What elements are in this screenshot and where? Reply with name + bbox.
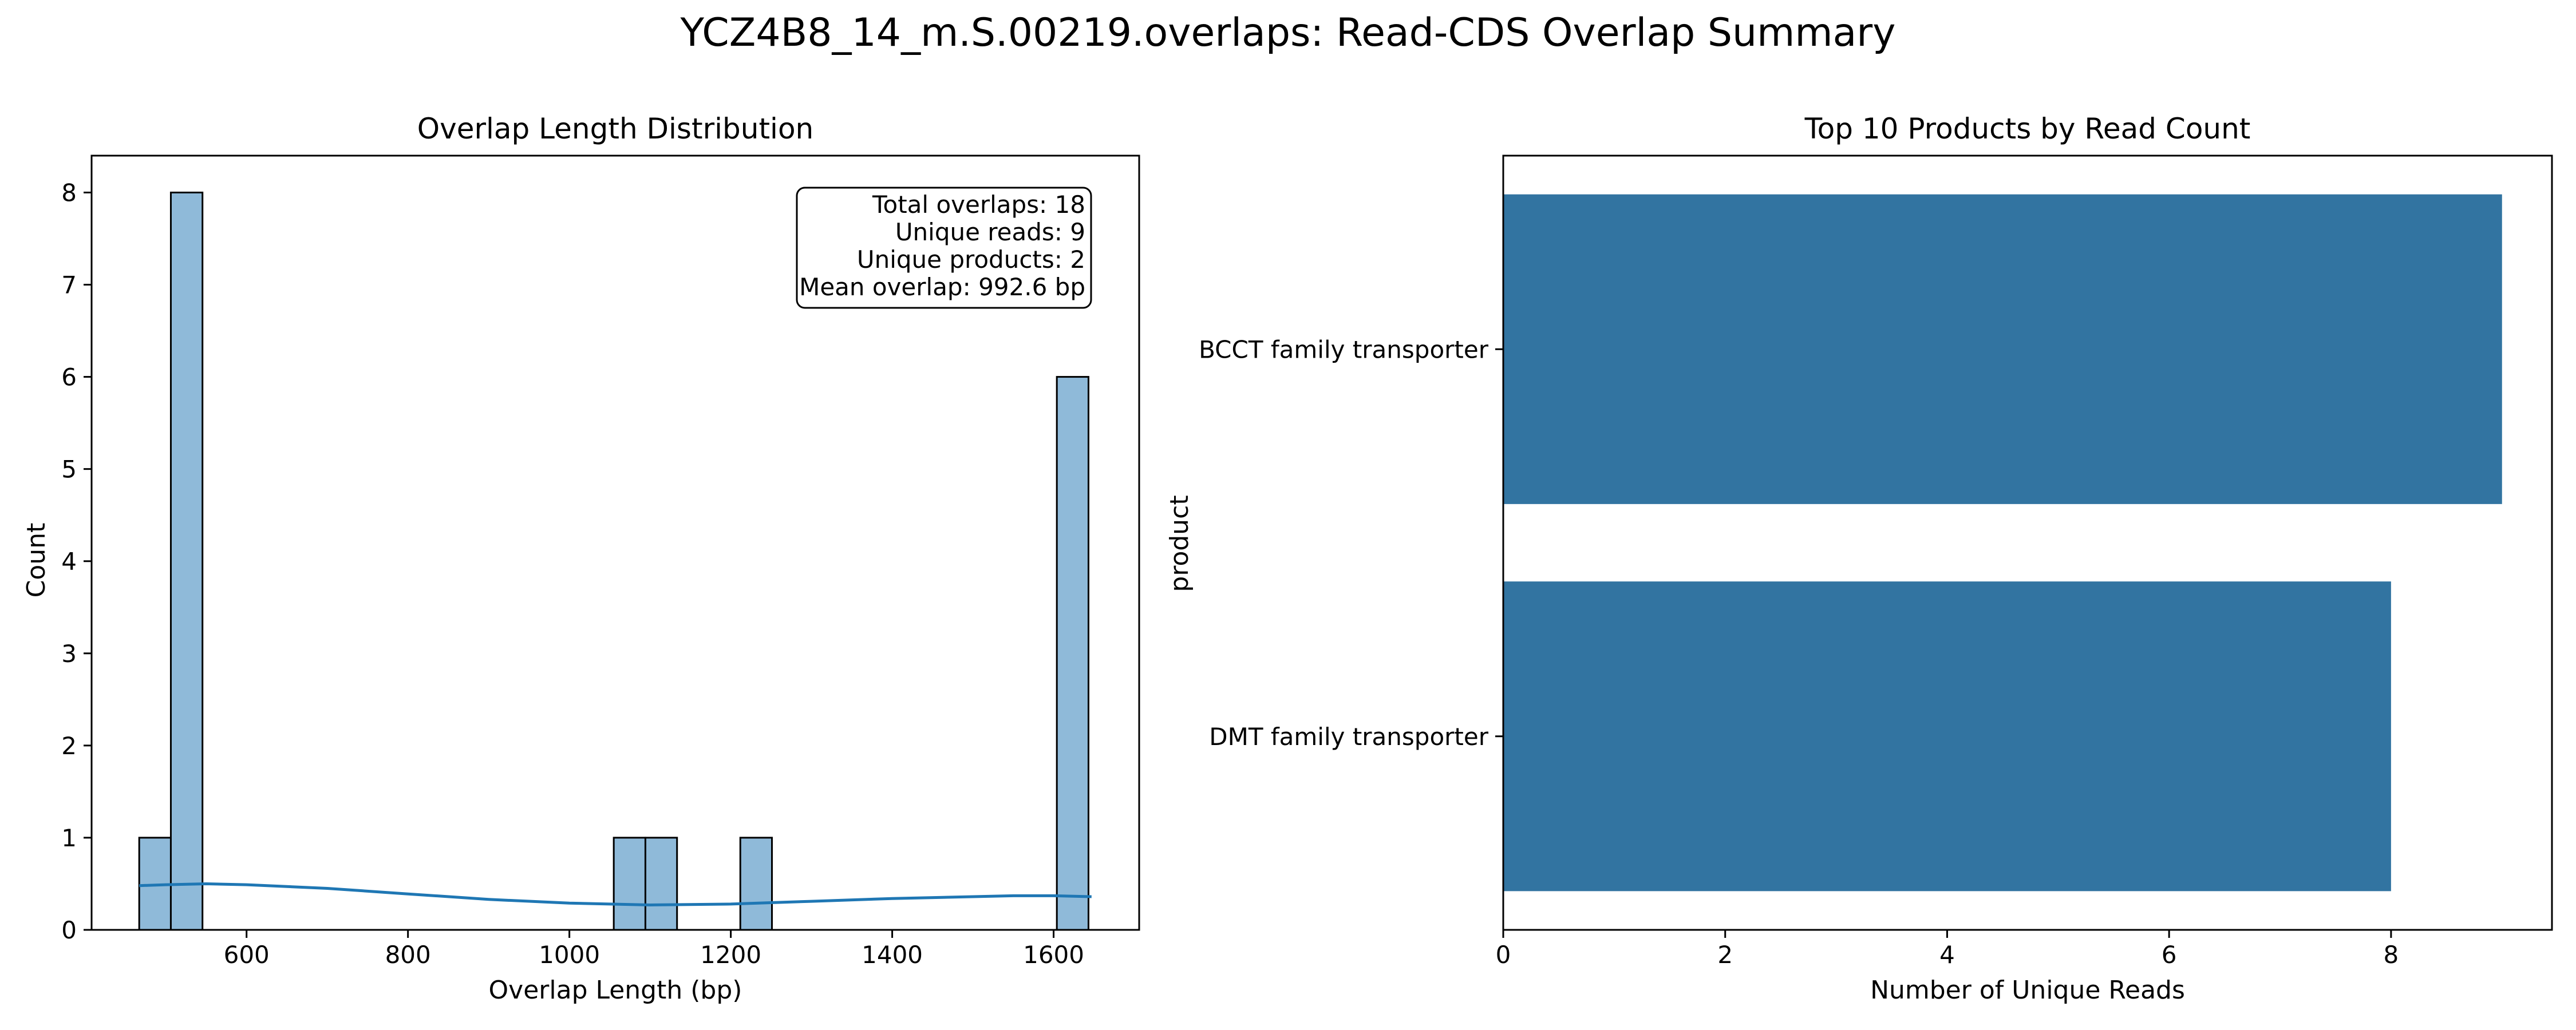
stats-box-frame bbox=[796, 187, 1092, 309]
histogram-y-ticks: 0 1 2 3 4 5 6 7 8 bbox=[61, 179, 92, 944]
histogram-x-tick-label: 800 bbox=[385, 941, 431, 969]
histogram-x-tick-label: 600 bbox=[224, 941, 270, 969]
histogram-bar-5 bbox=[1056, 376, 1089, 931]
histogram-bar-2 bbox=[613, 837, 646, 931]
stats-mean-overlap: Mean overlap: 992.6 bp bbox=[799, 273, 1085, 301]
histogram-y-tick-label: 3 bbox=[61, 640, 77, 668]
products-title: Top 10 Products by Read Count bbox=[1804, 112, 2251, 145]
histogram-bar-3 bbox=[644, 837, 678, 931]
products-x-tick-label: 2 bbox=[1717, 941, 1733, 969]
product-bar-0 bbox=[1503, 194, 2502, 504]
histogram-x-ticks: 600 800 1000 1200 1400 1600 bbox=[224, 930, 1084, 969]
products-x-tick-label: 0 bbox=[1496, 941, 1511, 969]
histogram-y-tick-label: 0 bbox=[61, 916, 77, 944]
histogram-y-tick-label: 2 bbox=[61, 732, 77, 760]
histogram-x-tick-label: 1000 bbox=[539, 941, 600, 969]
histogram-bars bbox=[138, 191, 1089, 931]
histogram-panel: Overlap Length Distribution 600 800 1000 12… bbox=[22, 112, 1140, 1005]
products-plot-frame bbox=[1502, 154, 2553, 931]
figure-title: YCZ4B8_14_m.S.00219.overlaps: Read-CDS O… bbox=[679, 10, 1895, 56]
products-y-axis-label: product bbox=[1165, 495, 1194, 592]
histogram-y-tick-label: 5 bbox=[61, 455, 77, 484]
histogram-title: Overlap Length Distribution bbox=[417, 112, 813, 145]
histogram-y-tick-label: 4 bbox=[61, 548, 77, 576]
products-x-tick-label: 8 bbox=[2384, 941, 2399, 969]
stats-total-overlaps: Total overlaps: 18 bbox=[872, 191, 1085, 219]
products-panel: Top 10 Products by Read Count 0 2 4 6 8 BCCT… bbox=[1165, 112, 2553, 1005]
products-x-tick-label: 4 bbox=[1939, 941, 1955, 969]
histogram-y-axis-label: Count bbox=[22, 523, 51, 598]
histogram-y-tick-label: 6 bbox=[61, 363, 77, 391]
products-y-tick-label: DMT family transporter bbox=[1209, 723, 1488, 751]
products-x-tick-label: 6 bbox=[2162, 941, 2177, 969]
stats-unique-products: Unique products: 2 bbox=[857, 245, 1085, 274]
histogram-bar-1 bbox=[169, 191, 204, 931]
products-bars bbox=[1503, 194, 2502, 892]
products-y-ticks: BCCT family transporter DMT family transp… bbox=[1199, 335, 1503, 751]
histogram-plot-frame bbox=[90, 154, 1140, 931]
histogram-x-tick-label: 1200 bbox=[700, 941, 761, 969]
products-x-ticks: 0 2 4 6 8 bbox=[1496, 930, 2399, 969]
histogram-x-tick-label: 1600 bbox=[1023, 941, 1084, 969]
product-bar-1 bbox=[1503, 581, 2391, 892]
histogram-y-tick-label: 8 bbox=[61, 179, 77, 207]
histogram-x-axis-label: Overlap Length (bp) bbox=[489, 976, 742, 1005]
histogram-y-tick-label: 7 bbox=[61, 271, 77, 299]
stats-box: Total overlaps: 18 Unique reads: 9 Uniqu… bbox=[796, 187, 1092, 309]
histogram-bar-4 bbox=[739, 837, 773, 931]
products-x-axis-label: Number of Unique Reads bbox=[1870, 976, 2185, 1005]
products-y-tick-label: BCCT family transporter bbox=[1199, 335, 1489, 363]
stats-unique-reads: Unique reads: 9 bbox=[895, 218, 1085, 246]
kde-curve bbox=[139, 882, 1092, 907]
histogram-x-tick-label: 1400 bbox=[862, 941, 923, 969]
histogram-y-tick-label: 1 bbox=[61, 824, 77, 852]
